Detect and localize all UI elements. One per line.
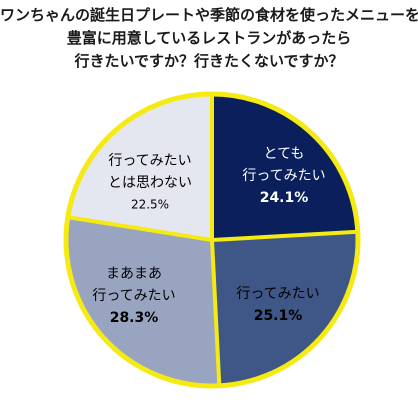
slice-3-label-line-2: 行ってみたい [92, 288, 175, 304]
slice-1-value-label: 24.1% [260, 190, 309, 206]
pie-slice-2 [212, 231, 359, 386]
chart-title: ワンちゃんの誕生日プレートや季節の食材を使ったメニューを 豊富に用意しているレス… [0, 4, 418, 73]
slice-3-value-label: 28.3% [110, 310, 159, 326]
slice-2-label-line-1: 行ってみたい [236, 286, 319, 302]
slice-separator-2 [211, 229, 358, 242]
slice-2-value-label: 25.1% [254, 308, 303, 324]
slice-1-label-line-2: 行ってみたい [242, 168, 325, 184]
slice-4-label-line-2: とは思わない [108, 175, 192, 191]
title-line-2: 豊富に用意しているレストランがあったら [66, 29, 352, 47]
slice-4-value-label: 22.5% [131, 198, 169, 212]
pie-slice-3 [66, 217, 220, 387]
pie-outline [63, 91, 361, 389]
slice-3-label-line-1: まあまあ [106, 266, 162, 282]
pie-slice-1 [212, 94, 358, 240]
title-line-3: 行きたいですか？行きたくないですか？ [74, 52, 344, 70]
slice-separator-3 [210, 239, 222, 386]
slice-4-label-line-1: 行ってみたい [108, 153, 191, 169]
slice-separator-4 [67, 215, 213, 242]
title-line-1: ワンちゃんの誕生日プレートや季節の食材を使ったメニューを [0, 6, 418, 24]
pie-slice-4 [67, 94, 212, 240]
slice-1-label-line-1: とても [264, 146, 305, 162]
